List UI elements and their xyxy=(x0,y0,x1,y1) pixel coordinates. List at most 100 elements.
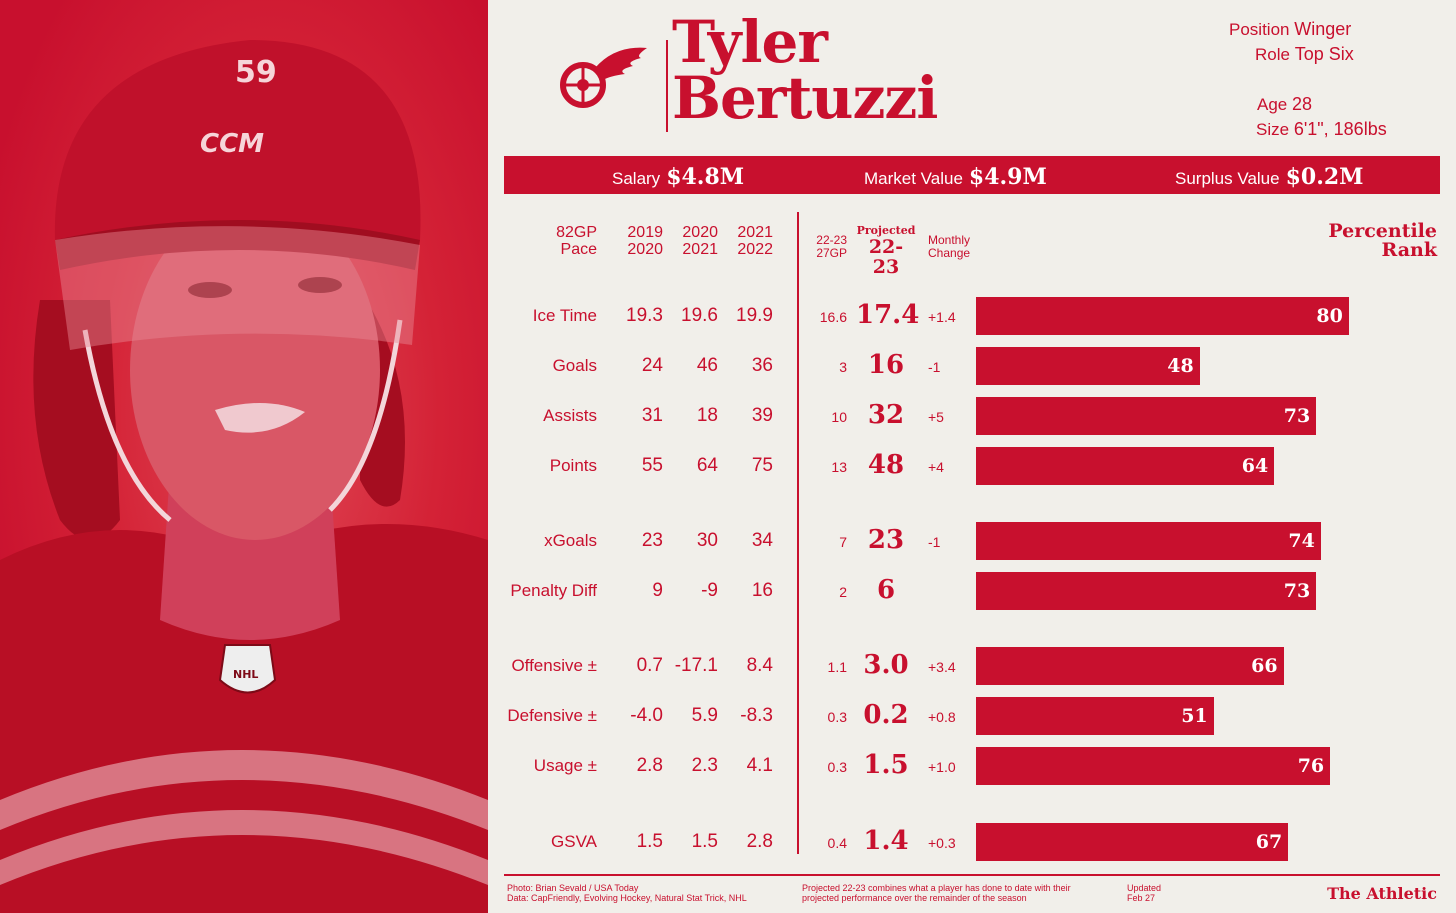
season-2021-2022-value: 19.9 xyxy=(736,305,773,326)
current-27gp-value: 1.1 xyxy=(827,659,847,675)
monthly-change-value: +1.0 xyxy=(928,759,956,775)
monthly-change-value: +5 xyxy=(928,409,944,425)
size-value: 6'1", 186lbs xyxy=(1293,119,1387,139)
season-2020-2021-value: 2.3 xyxy=(691,755,718,776)
market-value-item: Market Value $4.9M xyxy=(864,156,1047,194)
stat-label: GSVA xyxy=(551,832,597,851)
season-2019-2020-value: 31 xyxy=(641,405,663,426)
header-monthly-change: Monthly Change xyxy=(928,233,971,260)
age-value: 28 xyxy=(1291,94,1313,114)
percentile-value: 48 xyxy=(1167,355,1194,377)
stat-label: Points xyxy=(549,456,597,475)
stat-label: Penalty Diff xyxy=(510,581,597,600)
monthly-change-value: +1.4 xyxy=(928,309,956,325)
player-photo: CCM 59 NHL xyxy=(0,0,488,913)
surplus-value-value: $0.2M xyxy=(1285,164,1364,190)
season-2021-2022-value: 8.4 xyxy=(746,655,773,676)
percentile-bar: 73 xyxy=(976,397,1317,435)
header-projected: Projected 22-23 xyxy=(856,224,916,278)
percentile-bar: 51 xyxy=(976,697,1214,735)
season-2021-2022-value: 36 xyxy=(751,355,773,376)
season-2020-2021-value: -9 xyxy=(701,580,718,601)
role-label: Role xyxy=(1255,45,1290,64)
surplus-value-label: Surplus Value xyxy=(1175,169,1280,188)
stat-label: Usage ± xyxy=(533,756,597,775)
season-2019-2020-value: 24 xyxy=(641,355,663,376)
season-2019-2020-value: 55 xyxy=(641,455,663,476)
season-2020-2021-value: 1.5 xyxy=(691,831,718,852)
stat-label: xGoals xyxy=(544,531,597,550)
header-season-1: 2019 2020 xyxy=(627,224,663,258)
percentile-value: 73 xyxy=(1283,405,1311,427)
header-current: 22-23 27GP xyxy=(816,233,847,260)
current-27gp-value: 13 xyxy=(831,459,847,475)
projected-value: 6 xyxy=(876,575,896,605)
red-wings-logo-icon xyxy=(560,47,647,108)
projected-value: 3.0 xyxy=(863,650,909,680)
header-season-3: 2021 2022 xyxy=(737,224,773,258)
footer-rule xyxy=(504,874,1440,876)
current-27gp-value: 7 xyxy=(839,534,847,550)
season-2021-2022-value: 4.1 xyxy=(746,755,773,776)
player-last-name: Bertuzzi xyxy=(672,64,938,132)
table-row: GSVA 1.5 1.5 2.8 0.4 1.4 +0.3 67 xyxy=(0,822,1456,862)
table-row: Defensive ± -4.0 5.9 -8.3 0.3 0.2 +0.8 51 xyxy=(0,696,1456,736)
current-27gp-value: 0.3 xyxy=(827,759,847,775)
current-27gp-value: 0.3 xyxy=(827,709,847,725)
projected-value: 17.4 xyxy=(856,300,920,330)
the-athletic-logo: The Athletic xyxy=(1327,884,1437,903)
percentile-bar: 66 xyxy=(976,647,1284,685)
helmet-number-text: 59 xyxy=(235,55,277,90)
stat-label: Defensive ± xyxy=(507,706,597,725)
monthly-change-value: +0.3 xyxy=(928,835,956,851)
monthly-change-value: +0.8 xyxy=(928,709,956,725)
age-attr: Age 28 xyxy=(1257,94,1312,115)
table-row: Offensive ± 0.7 -17.1 8.4 1.1 3.0 +3.4 66 xyxy=(0,646,1456,686)
size-label: Size xyxy=(1256,120,1290,139)
season-2020-2021-value: 5.9 xyxy=(691,705,718,726)
percentile-value: 76 xyxy=(1297,755,1325,777)
percentile-bar: 64 xyxy=(976,447,1275,485)
nhl-badge-text: NHL xyxy=(233,668,258,681)
season-2019-2020-value: -4.0 xyxy=(630,705,663,726)
footer-credits: Photo: Brian Sevald / USA Today Data: Cap… xyxy=(507,883,747,903)
player-name: Tyler Bertuzzi xyxy=(672,13,938,132)
season-2021-2022-value: 34 xyxy=(751,530,773,551)
salary-item: Salary $4.8M xyxy=(612,156,744,194)
season-2019-2020-value: 2.8 xyxy=(636,755,663,776)
projected-value: 1.5 xyxy=(863,750,909,780)
current-27gp-value: 0.4 xyxy=(827,835,847,851)
current-27gp-value: 10 xyxy=(831,409,847,425)
season-2019-2020-value: 9 xyxy=(652,580,663,601)
position-value: Winger xyxy=(1294,19,1352,39)
footer-projection-note: Projected 22-23 combines what a player h… xyxy=(802,883,1071,903)
percentile-value: 67 xyxy=(1255,831,1283,853)
stat-label: Offensive ± xyxy=(511,656,597,675)
percentile-bar: 73 xyxy=(976,572,1317,610)
percentile-rank-title: Percentile Rank xyxy=(1328,220,1437,261)
role-attr: Role Top Six xyxy=(1255,44,1354,65)
season-2020-2021-value: 64 xyxy=(696,455,718,476)
season-2020-2021-value: 18 xyxy=(696,405,718,426)
logo-divider xyxy=(666,40,668,132)
percentile-bar: 76 xyxy=(976,747,1331,785)
position-attr: Position Winger xyxy=(1229,19,1351,40)
season-2021-2022-value: 2.8 xyxy=(746,831,773,852)
percentile-bar: 48 xyxy=(976,347,1200,385)
season-2019-2020-value: 0.7 xyxy=(636,655,663,676)
season-2019-2020-value: 19.3 xyxy=(626,305,663,326)
season-2020-2021-value: -17.1 xyxy=(674,655,718,676)
percentile-bar: 80 xyxy=(976,297,1349,335)
footer-updated: Updated Feb 27 xyxy=(1127,883,1162,903)
stat-label: Ice Time xyxy=(532,306,597,325)
monthly-change-value: +4 xyxy=(928,459,944,475)
current-27gp-value: 2 xyxy=(839,584,847,600)
season-2020-2021-value: 19.6 xyxy=(681,305,718,326)
season-2019-2020-value: 1.5 xyxy=(636,831,663,852)
table-row: Ice Time 19.3 19.6 19.9 16.6 17.4 +1.4 80 xyxy=(0,296,1456,336)
role-value: Top Six xyxy=(1294,44,1354,64)
percentile-value: 74 xyxy=(1288,530,1315,552)
percentile-value: 64 xyxy=(1241,455,1269,477)
projected-value: 23 xyxy=(867,525,905,555)
surplus-value-item: Surplus Value $0.2M xyxy=(1175,156,1364,194)
